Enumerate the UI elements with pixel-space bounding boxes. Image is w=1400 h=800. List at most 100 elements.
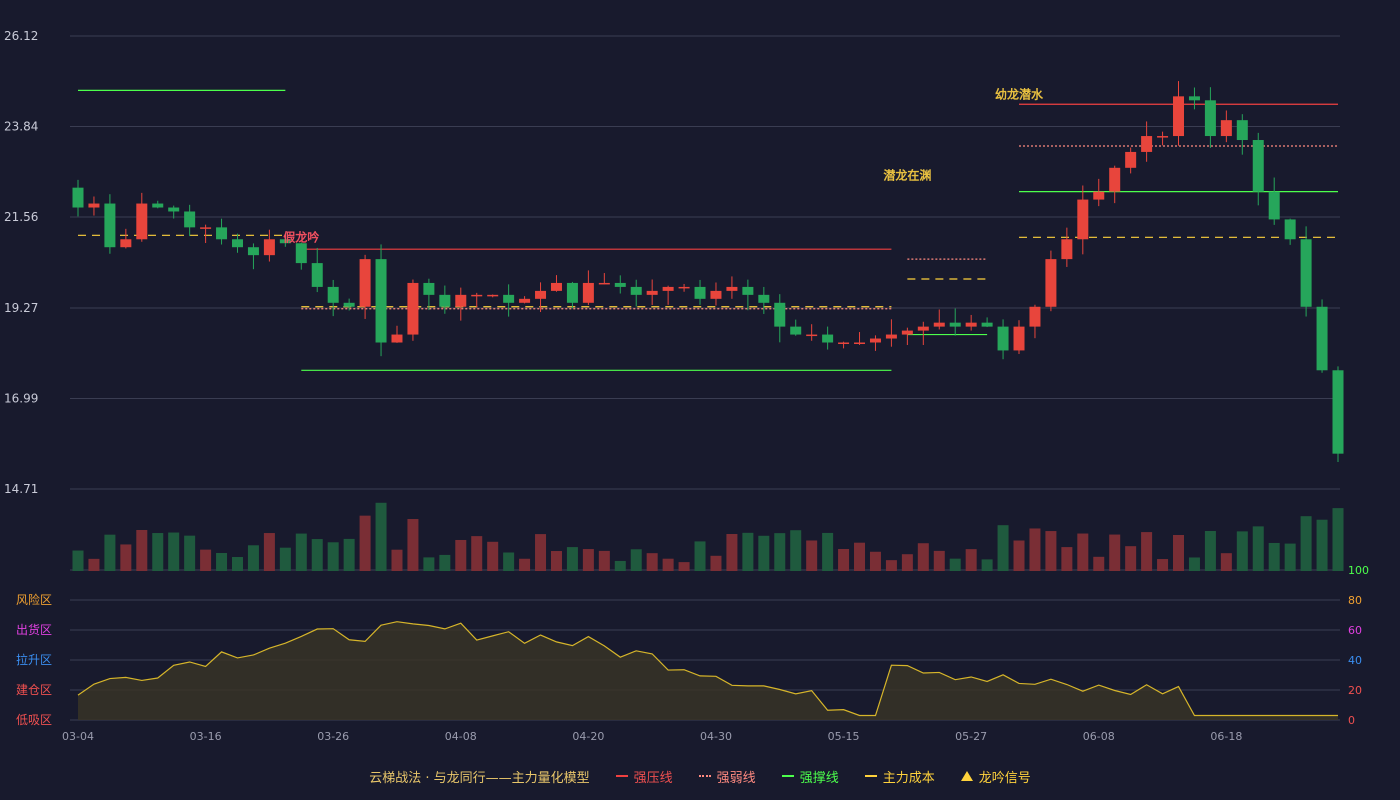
x-tick-label: 06-18: [1210, 730, 1242, 743]
volume-bar: [997, 525, 1009, 571]
candle-body: [806, 334, 818, 337]
indicator-tick-label: 80: [1348, 594, 1362, 607]
signal-annotation: 假龙吟: [283, 229, 319, 244]
zone-label: 建仓区: [16, 683, 52, 697]
candle-body: [184, 211, 196, 228]
candle-body: [295, 243, 307, 264]
volume-bar: [1316, 519, 1328, 571]
candle-body: [1061, 239, 1073, 260]
volume-bar: [168, 532, 180, 571]
candle-body: [965, 322, 977, 327]
candle-body: [598, 282, 610, 285]
candle-body: [1204, 100, 1216, 137]
candle-body: [1109, 167, 1121, 192]
candle-body: [423, 282, 435, 295]
triangle-icon: [960, 771, 973, 781]
candle-body: [1013, 326, 1025, 351]
candle-body: [455, 294, 467, 307]
x-tick-label: 05-15: [828, 730, 860, 743]
candle-body: [359, 259, 371, 307]
candle-body: [231, 239, 243, 248]
candle-body: [1252, 140, 1264, 192]
volume-bar: [758, 535, 770, 571]
candle-body: [1236, 120, 1248, 141]
candle-body: [327, 286, 339, 303]
candle-body: [726, 286, 738, 291]
volume-bar: [327, 542, 339, 571]
indicator-tick-label: 0: [1348, 714, 1355, 727]
x-tick-label: 04-08: [445, 730, 477, 743]
price-tick-label: 26.12: [4, 29, 38, 43]
volume-bar: [359, 515, 371, 571]
legend-item-resistance[interactable]: 强压线: [615, 767, 673, 786]
legend-item-cost[interactable]: 主力成本: [864, 767, 935, 786]
candle-body: [104, 203, 116, 248]
volume-bar: [1045, 531, 1057, 571]
legend-label-cost: 主力成本: [882, 770, 935, 786]
zone-label: 低吸区: [16, 713, 52, 727]
candle-body: [582, 282, 594, 303]
volume-bar: [981, 559, 993, 571]
legend-label-resistance: 强压线: [633, 770, 673, 786]
volume-bar: [1204, 530, 1216, 571]
volume-bar: [407, 519, 419, 571]
volume-bar: [72, 550, 84, 571]
candle-body: [279, 239, 291, 244]
volume-bar: [838, 548, 850, 571]
volume-bar: [630, 549, 642, 571]
volume-bar: [263, 533, 275, 571]
candle-body: [72, 187, 84, 208]
candle-body: [1141, 136, 1153, 152]
candle-body: [949, 322, 961, 327]
candle-body: [981, 322, 993, 327]
legend-item-support[interactable]: 强撑线: [781, 767, 839, 786]
candle-body: [407, 282, 419, 335]
candle-body: [854, 342, 866, 344]
volume-bar: [216, 552, 228, 571]
candle-body: [933, 322, 945, 327]
legend-label-weak: 强弱线: [716, 770, 756, 786]
volume-bar: [184, 535, 196, 571]
volume-bar: [247, 545, 259, 571]
volume-bar: [854, 542, 866, 571]
candle-body: [120, 239, 132, 248]
price-tick-label: 19.27: [4, 301, 38, 315]
legend-title-item: 云梯战法 · 与龙同行——主力量化模型: [369, 767, 589, 786]
volume-bar: [933, 550, 945, 571]
candle-body: [1045, 259, 1057, 307]
volume-bar: [295, 533, 307, 571]
volume-bar: [885, 560, 897, 571]
x-tick-label: 03-04: [62, 730, 94, 743]
volume-bar: [1188, 557, 1200, 571]
volume-bar: [471, 536, 483, 571]
candle-body: [758, 294, 770, 303]
volume-bar: [869, 551, 881, 571]
candle-body: [200, 227, 212, 229]
candle-body: [88, 203, 100, 208]
volume-bar: [1061, 547, 1073, 571]
indicator-tick-label: 100: [1348, 564, 1369, 577]
resistance-line-icon: [615, 775, 628, 777]
legend-item-signal[interactable]: 龙吟信号: [960, 767, 1031, 786]
legend: 云梯战法 · 与龙同行——主力量化模型 强压线 强弱线 强撑线 主力成本 龙吟信…: [0, 766, 1400, 786]
candle-body: [471, 294, 483, 297]
volume-bar: [1268, 542, 1280, 571]
volume-bar: [1029, 528, 1041, 571]
candle-body: [263, 239, 275, 256]
volume-bar: [343, 538, 355, 571]
candle-body: [311, 263, 323, 287]
candle-body: [136, 203, 148, 240]
indicator-area: [78, 621, 1338, 720]
candle-body: [630, 286, 642, 295]
volume-bar: [279, 547, 291, 571]
price-tick-label: 23.84: [4, 120, 38, 134]
volume-bar: [503, 552, 515, 571]
candle-body: [822, 334, 834, 343]
volume-bar: [790, 530, 802, 571]
volume-bar: [1173, 534, 1185, 571]
x-tick-label: 03-16: [190, 730, 222, 743]
legend-item-weak[interactable]: 强弱线: [698, 767, 756, 786]
candle-body: [1077, 199, 1089, 240]
